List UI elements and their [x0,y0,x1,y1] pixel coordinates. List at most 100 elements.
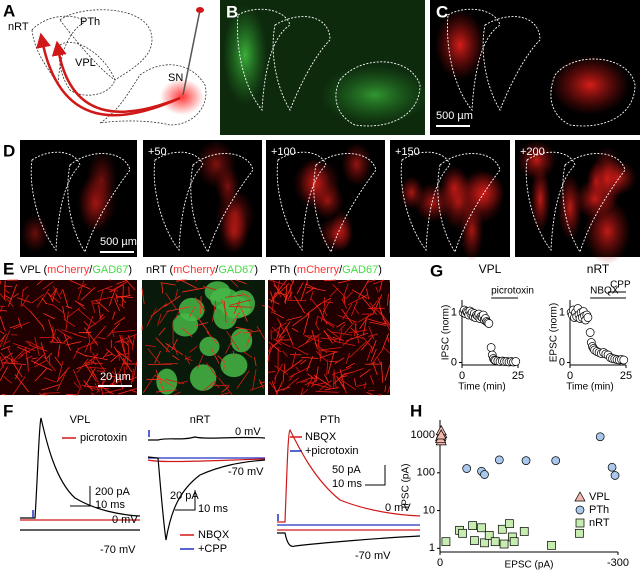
data-point [522,457,530,465]
scale-label: 500 µm [436,110,473,122]
panel-f: F VPL picrotoxin 200 pA 10 ms 0 mV -70 m… [3,401,420,561]
x-axis-label: EPSC (pA) [505,560,554,571]
scale-label: 20 µm [100,371,131,383]
title-part: ) [378,264,382,276]
holding-label: 0 mV [235,426,261,438]
scale-label: 500 µm [100,236,137,248]
legend-label: nRT [589,517,610,529]
chart-title: nRT [587,262,610,276]
title-part: nRT ( [146,264,173,276]
panel-label: D [3,141,15,160]
x-tick-label: 0 [437,557,443,569]
y-tick-label: 100 [417,467,435,479]
panel-label: H [410,401,422,420]
trace-title: PTh [320,414,340,426]
panel-b: B [220,0,430,135]
y-tick-label: 0 [559,356,565,368]
legend-label: PTh [589,504,609,516]
x-tick-label: 25 [620,370,632,382]
data-point [459,529,467,537]
region-label: VPL [75,57,96,69]
y-tick-label: 0 [451,356,457,368]
title-part: ) [254,264,258,276]
data-point [485,320,493,328]
data-point [586,329,594,337]
trace-title: nRT [190,414,211,426]
title-part: GAD67 [218,264,254,276]
data-point [608,463,616,471]
data-point [470,537,478,545]
region-label: nRT [8,21,29,33]
title-part: mCherry [47,264,90,276]
label-signal [530,166,550,233]
panel-c: 500 µm C [430,0,640,135]
label-signal [319,216,354,253]
legend-marker [576,519,584,527]
legend-marker [575,492,585,501]
data-point [548,541,556,549]
label-signal [341,143,372,187]
annotation: CPP [610,280,631,291]
legend-label: NBQX [305,431,337,443]
title-part: mCherry [297,264,340,276]
x-axis-label: Time (min) [566,382,613,393]
y-tick-label: 1 [429,542,435,554]
region-label: SN [168,72,183,84]
legend-label: picrotoxin [80,432,127,444]
title-part: VPL ( [20,264,47,276]
region-outline [60,10,152,80]
scale-label: 20 pA [170,490,199,502]
data-point [481,539,489,547]
label-signal [299,159,330,206]
y-tick-label: 10 [423,504,435,516]
label-signal [86,150,117,208]
x-tick-label: -300 [607,557,629,569]
projection-arrow [42,40,180,115]
label-signal [215,166,240,208]
panel-label: A [3,1,15,20]
y-axis-label: IPSC (norm) [441,305,452,361]
x-axis-label: Time (min) [458,382,505,393]
trace [148,459,265,462]
title-part: mCherry [173,264,216,276]
scale-label: 10 ms [198,503,228,515]
panel-label: E [3,259,14,278]
panel-label: C [436,2,448,21]
legend-label: VPL [589,491,610,503]
data-point [596,433,604,441]
panel-label: G [430,261,443,280]
trace-title: VPL [70,414,91,426]
image-title: PTh (mCherry/GAD67) [270,264,382,276]
fiber [0,281,1,285]
trace [277,533,420,546]
panel-a: A nRT PTh VPL SN [3,1,206,125]
data-point [491,538,499,546]
title-part: PTh ( [270,264,297,276]
data-point [520,527,528,535]
annotation: picrotoxin [491,286,534,297]
data-point [510,538,518,546]
holding-label: -70 mV [100,544,136,556]
image-title: VPL (mCherry/GAD67) [20,264,132,276]
holding-label: 0 mV [112,514,138,526]
holding-label: -70 mV [228,466,264,478]
legend-label: +CPP [198,543,227,555]
scale-label: 200 pA [95,486,131,498]
chart-title: VPL [479,262,502,276]
legend-label: +picrotoxin [305,445,359,457]
y-tick-label: 1 [559,306,565,318]
micrograph-row [0,280,390,395]
offset-label: +100 [271,146,296,158]
cell-body [199,337,219,356]
data-point [512,358,520,366]
holding-label: -70 mV [355,550,391,562]
data-point [552,457,560,465]
label-signal [218,211,249,254]
scale-bar [365,465,385,485]
data-point [611,471,619,479]
region-label: PTh [80,16,100,28]
x-tick-label: 25 [512,370,524,382]
injection-site [160,79,204,115]
